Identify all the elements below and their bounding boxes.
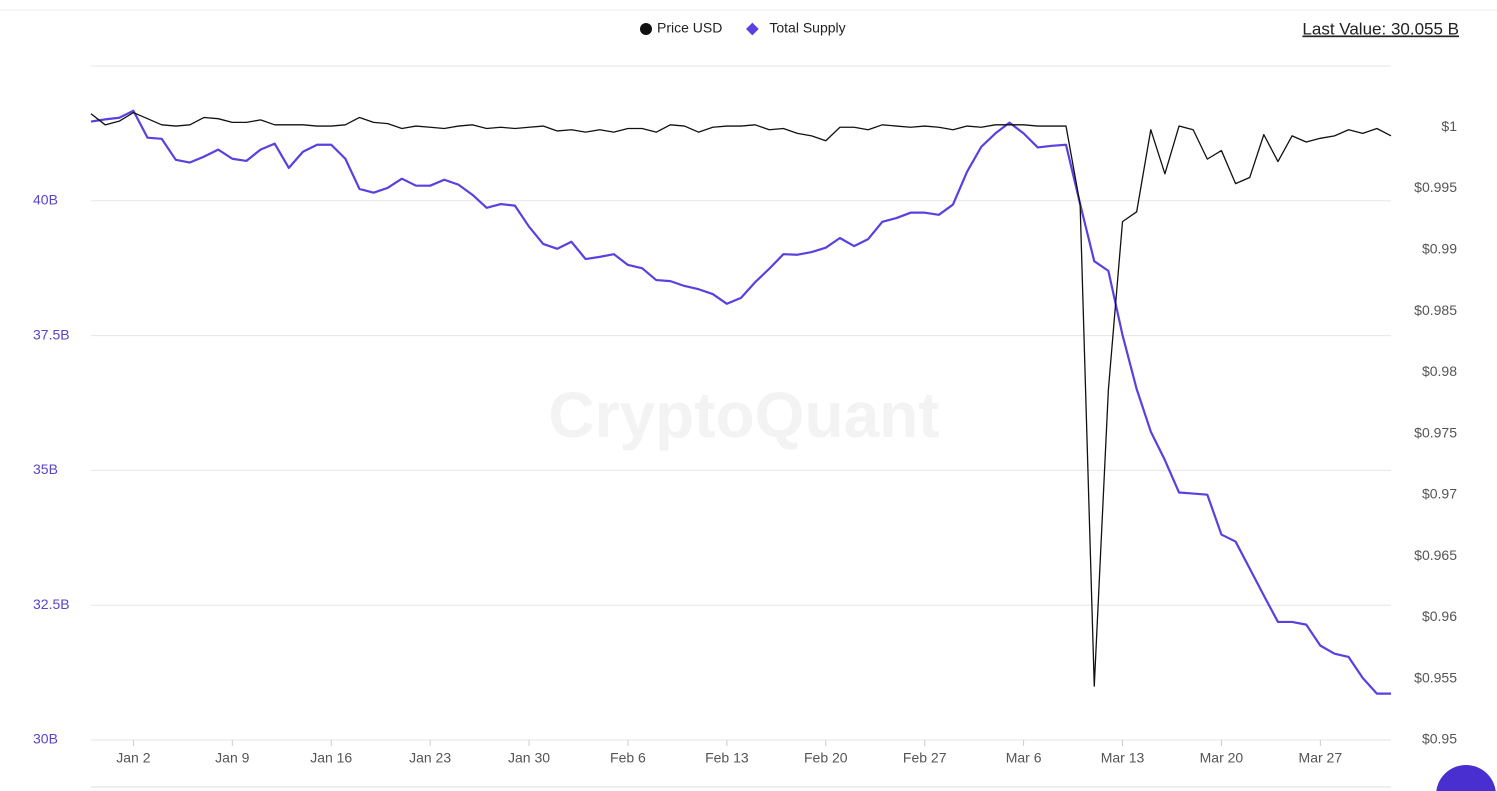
y-tick-label: 40B: [33, 192, 58, 208]
last-value[interactable]: Last Value: 30.055 B: [1302, 19, 1459, 38]
y2-tick-label: $0.995: [1414, 179, 1457, 195]
y2-tick-label: $0.97: [1422, 486, 1457, 502]
x-tick-label: Jan 2: [116, 750, 150, 766]
x-tick-label: Feb 13: [705, 750, 749, 766]
watermark: CryptoQuant: [548, 379, 939, 451]
x-tick-label: Mar 6: [1006, 750, 1042, 766]
y-tick-label: 35B: [33, 461, 58, 477]
x-tick-label: Jan 16: [310, 750, 352, 766]
x-tick-label: Jan 23: [409, 750, 451, 766]
x-tick-label: Mar 20: [1200, 750, 1244, 766]
y2-tick-label: $0.955: [1414, 669, 1457, 685]
legend-label[interactable]: Total Supply: [769, 20, 845, 36]
x-tick-label: Feb 6: [610, 750, 646, 766]
y2-tick-label: $1: [1441, 118, 1457, 134]
legend-marker: [745, 22, 759, 36]
x-tick-label: Mar 27: [1299, 750, 1343, 766]
y2-tick-label: $0.96: [1422, 608, 1457, 624]
y2-tick-label: $0.95: [1422, 731, 1457, 747]
x-tick-label: Feb 27: [903, 750, 947, 766]
help-button[interactable]: [1436, 765, 1496, 791]
x-tick-label: Jan 30: [508, 750, 550, 766]
legend-label[interactable]: Price USD: [657, 20, 722, 36]
x-tick-label: Jan 9: [215, 750, 249, 766]
legend-marker: [640, 23, 652, 35]
series-line: [90, 111, 1392, 687]
y2-tick-label: $0.975: [1414, 424, 1457, 440]
x-tick-label: Mar 13: [1101, 750, 1145, 766]
y2-tick-label: $0.985: [1414, 302, 1457, 318]
series-line: [90, 109, 1391, 695]
x-tick-label: Feb 20: [804, 750, 848, 766]
y-tick-label: 32.5B: [33, 596, 70, 612]
y-tick-label: 30B: [33, 731, 58, 747]
y-tick-label: 37.5B: [33, 326, 70, 342]
y2-tick-label: $0.99: [1422, 241, 1457, 257]
y2-tick-label: $0.98: [1422, 363, 1457, 379]
y2-tick-label: $0.965: [1414, 547, 1457, 563]
